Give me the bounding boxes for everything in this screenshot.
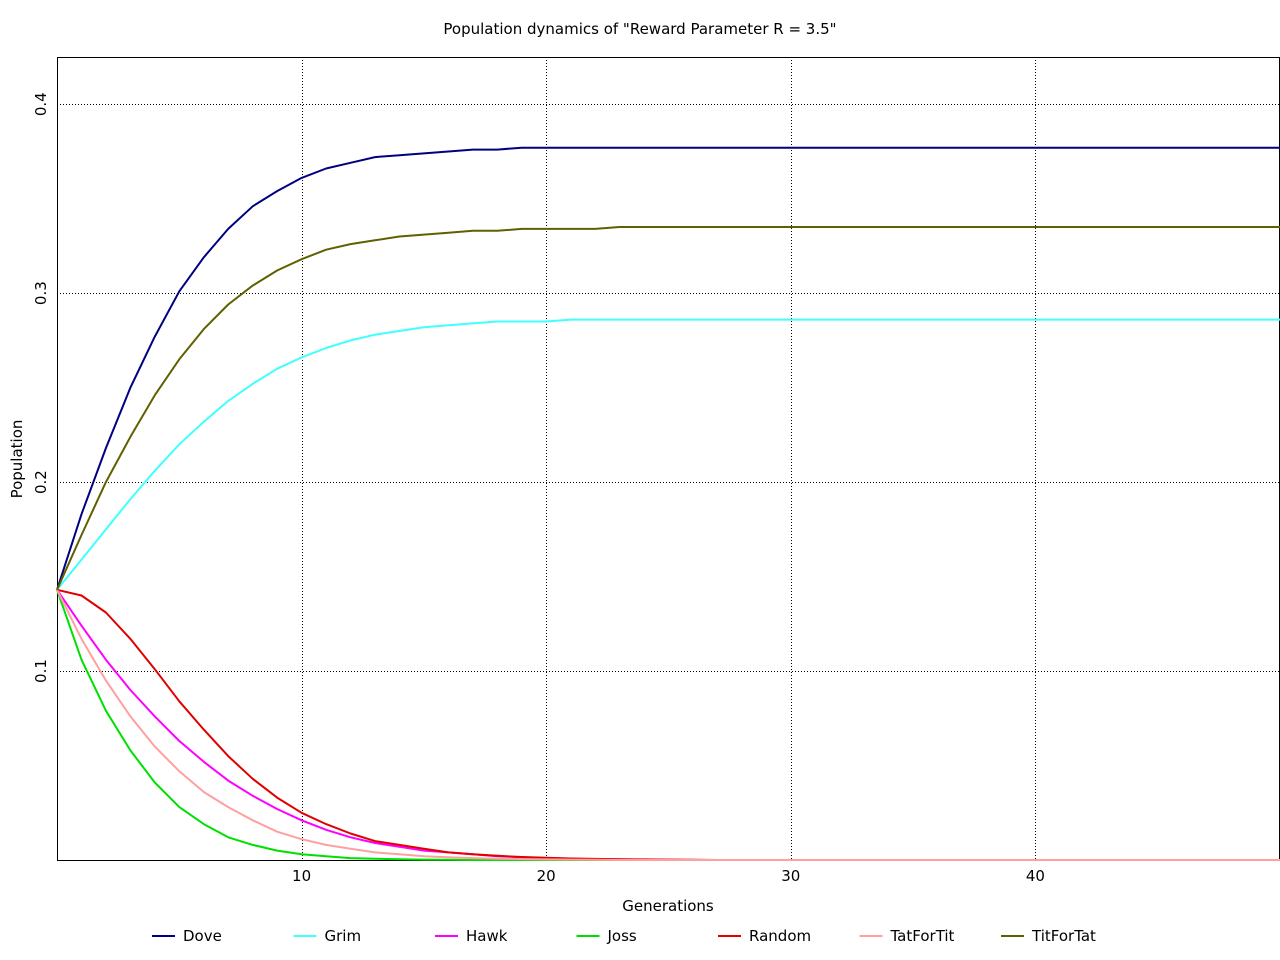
legend: Dove Grim Hawk Joss Random TatForTit TitForTat [152, 927, 1096, 945]
series-line-grim [56, 318, 1280, 591]
x-tick-label: 10 [292, 867, 311, 885]
grid-lines [57, 57, 1280, 860]
legend-label-joss: Joss [607, 927, 637, 945]
x-tick-label: 30 [781, 867, 800, 885]
series-line-titfortat [56, 226, 1280, 591]
legend-label-random: Random [749, 927, 811, 945]
legend-label-tatfortit: TatForTit [890, 927, 955, 945]
series-line-joss [56, 589, 1280, 861]
x-tick-labels: 10 20 30 40 [292, 867, 1045, 885]
y-tick-label: 0.4 [32, 92, 50, 116]
series-line-dove [56, 146, 1280, 591]
x-axis-label: Generations [622, 897, 714, 915]
series-layer [56, 146, 1280, 861]
x-tick-label: 40 [1026, 867, 1045, 885]
plot-frame [57, 57, 1280, 861]
legend-label-grim: Grim [325, 927, 362, 945]
legend-label-hawk: Hawk [466, 927, 508, 945]
legend-label-dove: Dove [183, 927, 222, 945]
chart-title: Population dynamics of "Reward Parameter… [443, 20, 836, 38]
legend-label-titfortat: TitForTat [1031, 927, 1096, 945]
y-tick-label: 0.1 [32, 659, 50, 683]
y-axis-label: Population [8, 420, 26, 499]
series-line-tatfortit [56, 589, 1280, 861]
series-line-hawk [56, 589, 1280, 861]
series-line-random [56, 588, 1280, 861]
y-tick-label: 0.3 [32, 281, 50, 305]
x-tick-label: 20 [537, 867, 556, 885]
y-tick-label: 0.2 [32, 470, 50, 494]
y-tick-labels: 0.1 0.2 0.3 0.4 [32, 92, 50, 683]
